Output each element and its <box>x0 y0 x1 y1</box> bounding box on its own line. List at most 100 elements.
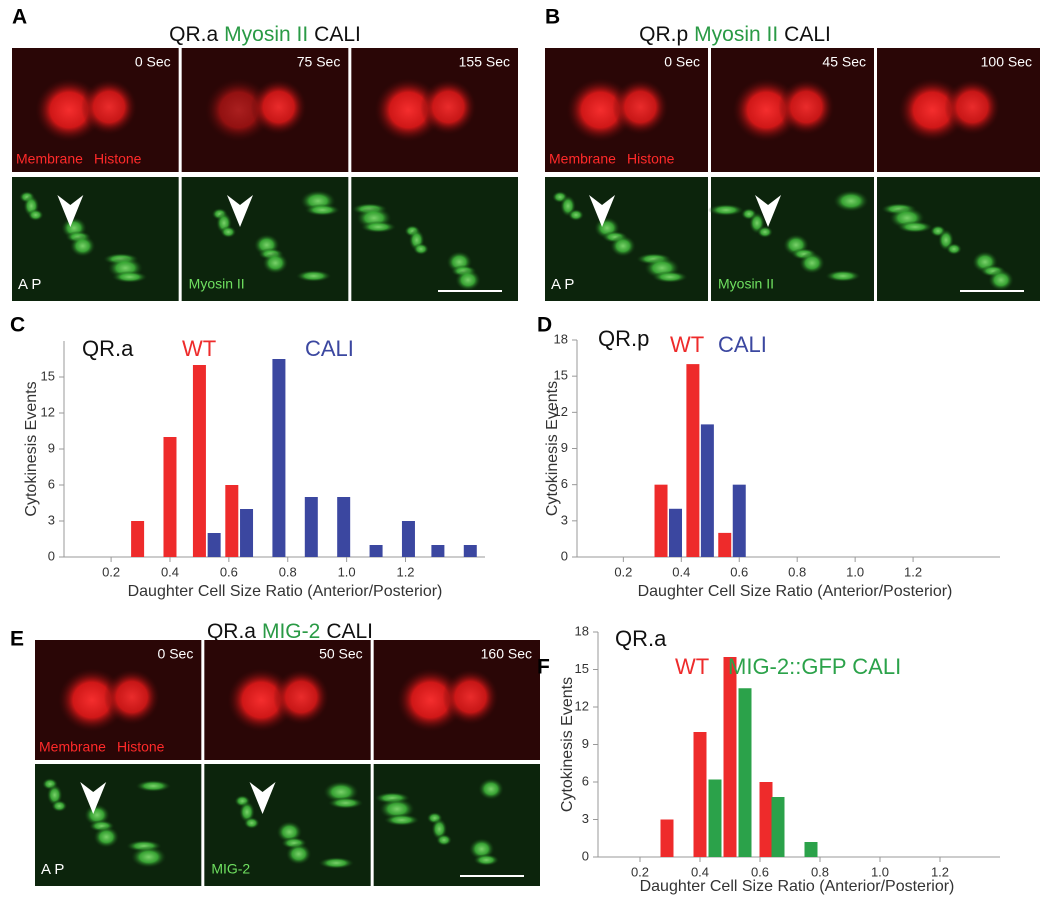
signal <box>285 843 312 865</box>
cell <box>442 669 499 725</box>
x-tick-label: 0.4 <box>691 864 709 879</box>
bar <box>240 509 254 557</box>
y-tick-label: 18 <box>554 331 568 346</box>
panel-letter: D <box>537 314 552 337</box>
x-tick-label: 0.8 <box>279 564 297 579</box>
y-tick-label: 12 <box>575 698 589 713</box>
panel-title: QR.a MIG-2 CALI <box>207 620 373 643</box>
x-tick-label: 0.2 <box>631 864 649 879</box>
y-axis-title: Cytokinesis Events <box>544 381 561 516</box>
time-label: 155 Sec <box>459 54 510 70</box>
signal <box>455 269 481 291</box>
micrograph <box>877 177 1040 301</box>
legend-entry: CALI <box>718 332 767 357</box>
panel-letter: F <box>537 656 550 679</box>
y-tick-label: 15 <box>575 661 589 676</box>
x-tick-label: 1.0 <box>871 864 889 879</box>
time-label: 50 Sec <box>319 646 363 662</box>
bar <box>225 485 239 557</box>
bar <box>738 688 752 857</box>
x-axis-title: Daughter Cell Size Ratio (Anterior/Poste… <box>640 878 955 895</box>
histone-label: Histone <box>117 739 165 755</box>
title-part: Myosin II <box>694 23 778 46</box>
cell <box>420 79 477 135</box>
signal <box>304 204 341 216</box>
bar <box>463 545 477 557</box>
bar <box>192 365 206 557</box>
histone-label: Histone <box>94 151 142 167</box>
bar <box>163 437 177 557</box>
legend-entry: MIG-2::GFP CALI <box>728 654 901 679</box>
bar <box>207 533 221 557</box>
title-part: QR.a <box>169 23 218 46</box>
time-label: 160 Sec <box>481 646 532 662</box>
bar <box>401 521 415 557</box>
title-part: MIG-2 <box>262 620 320 643</box>
signal <box>318 857 355 869</box>
legend-entry: WT <box>670 332 704 357</box>
x-tick-label: 0.8 <box>811 864 829 879</box>
y-tick-label: 0 <box>48 548 55 563</box>
title-part: CALI <box>784 23 831 46</box>
signal <box>413 243 429 255</box>
title-part: Myosin II <box>224 23 308 46</box>
arrowhead <box>755 195 782 227</box>
cell <box>250 79 307 135</box>
signal <box>243 817 260 829</box>
time-label: 75 Sec <box>297 54 341 70</box>
title-part: CALI <box>326 620 373 643</box>
bar <box>431 545 445 557</box>
x-tick-label: 0.4 <box>672 564 690 579</box>
y-tick-label: 12 <box>41 404 55 419</box>
bar <box>732 484 746 557</box>
signal <box>988 269 1014 291</box>
arrowhead <box>227 195 253 227</box>
marker-label: MIG-2 <box>211 861 250 877</box>
title-part: CALI <box>314 23 361 46</box>
orientation-label: A P <box>41 861 64 878</box>
histone-label: Histone <box>627 151 675 167</box>
panel-letter: B <box>545 6 560 29</box>
y-tick-label: 9 <box>582 736 589 751</box>
legend-entry: WT <box>182 336 216 361</box>
cell <box>103 669 160 725</box>
signal <box>383 814 420 826</box>
y-tick-label: 6 <box>582 773 589 788</box>
micrograph <box>351 177 518 301</box>
bar <box>337 497 351 557</box>
legend-entry: CALI <box>305 336 354 361</box>
bar <box>723 657 737 857</box>
signal <box>897 221 933 233</box>
signal <box>220 226 237 238</box>
chart-label: QR.a <box>82 336 134 361</box>
signal <box>130 846 167 868</box>
signal <box>93 826 120 848</box>
signal <box>610 235 636 257</box>
y-tick-label: 15 <box>554 368 568 383</box>
signal <box>69 235 96 257</box>
bar <box>700 424 714 557</box>
signal <box>262 252 289 274</box>
x-tick-label: 0.6 <box>730 564 748 579</box>
bar <box>708 779 722 857</box>
y-tick-label: 6 <box>48 476 55 491</box>
panel-letter: E <box>10 628 24 651</box>
bar <box>654 484 668 557</box>
membrane-label: Membrane <box>39 739 106 755</box>
arrowhead <box>80 782 107 814</box>
micrograph <box>12 177 179 301</box>
x-tick-label: 1.0 <box>846 564 864 579</box>
time-label: 100 Sec <box>981 54 1032 70</box>
x-tick-label: 1.2 <box>931 864 949 879</box>
marker-label: Myosin II <box>718 276 774 292</box>
bar <box>686 364 700 557</box>
signal <box>27 209 44 221</box>
x-axis-title: Daughter Cell Size Ratio (Anterior/Poste… <box>638 583 953 600</box>
panel-title: QR.p Myosin II CALI <box>639 23 831 46</box>
signal <box>360 221 397 233</box>
bar <box>718 532 732 557</box>
x-tick-label: 0.6 <box>751 864 769 879</box>
marker-label: Myosin II <box>189 276 245 292</box>
bar <box>304 497 318 557</box>
